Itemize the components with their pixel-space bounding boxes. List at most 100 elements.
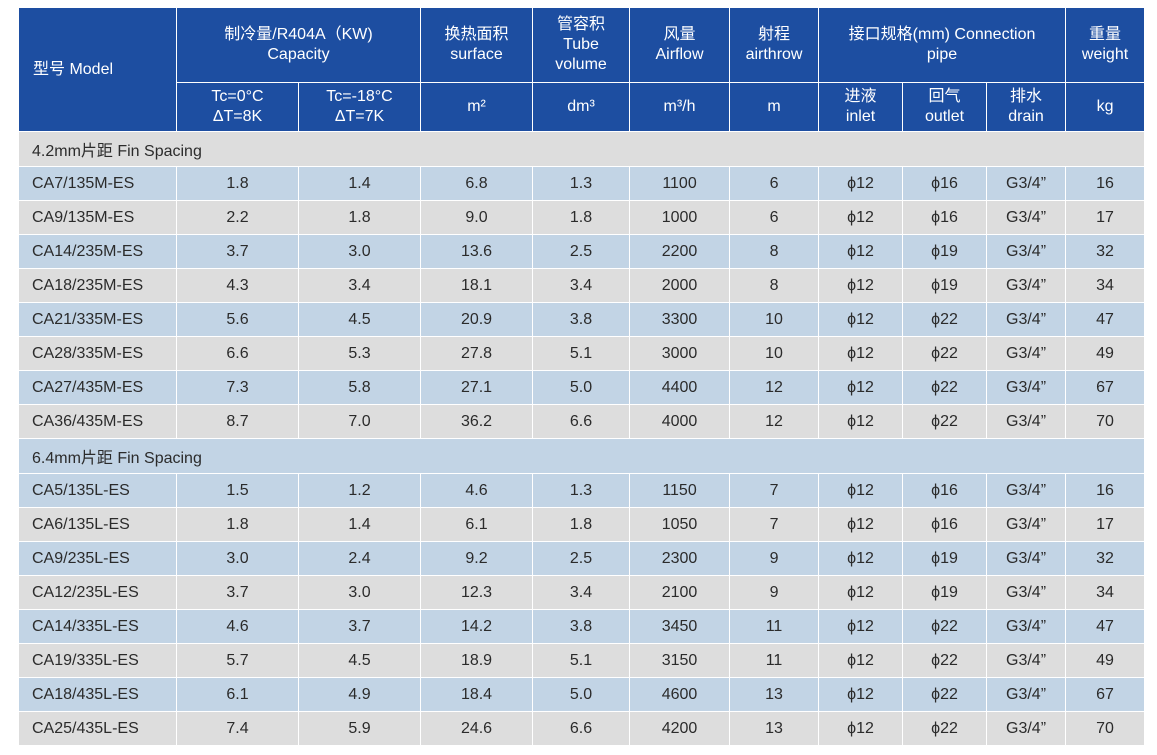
cell-surface: 12.3: [420, 575, 534, 610]
cell-airflow: 1100: [629, 166, 731, 201]
cell-tube-volume: 3.8: [532, 609, 631, 644]
cell-weight: 70: [1065, 404, 1146, 439]
cell-surface: 9.0: [420, 200, 534, 235]
cell-airflow: 4600: [629, 677, 731, 712]
header-inlet-line2: inlet: [845, 108, 876, 125]
header-airflow: 风量 Airflow: [629, 7, 731, 83]
cell-outlet: ϕ22: [902, 677, 988, 712]
cell-tube-volume: 1.8: [532, 200, 631, 235]
cell-airflow: 3000: [629, 336, 731, 371]
cell-airthrow: 13: [729, 677, 820, 712]
cell-inlet: ϕ12: [818, 200, 904, 235]
cell-airthrow: 6: [729, 166, 820, 201]
table-header: 型号 Model 制冷量/R404A（KW) Capacity 换热面积 sur…: [18, 7, 1146, 132]
cell-model: CA36/435M-ES: [18, 404, 177, 439]
cell-tube-volume: 3.4: [532, 575, 631, 610]
cell-capacity-tc0: 3.7: [176, 575, 299, 610]
cell-weight: 16: [1065, 166, 1146, 201]
cell-airflow: 3300: [629, 302, 731, 337]
cell-inlet: ϕ12: [818, 677, 904, 712]
cell-capacity-tc0: 5.6: [176, 302, 299, 337]
cell-surface: 27.1: [420, 370, 534, 405]
cell-airthrow: 8: [729, 234, 820, 269]
cell-airthrow: 10: [729, 336, 820, 371]
cell-model: CA27/435M-ES: [18, 370, 177, 405]
cell-airthrow: 11: [729, 643, 820, 678]
header-connection-line1: 接口规格(mm) Connection: [848, 26, 1036, 43]
cell-drain: G3/4”: [986, 609, 1067, 644]
cell-surface: 14.2: [420, 609, 534, 644]
cell-capacity-tc0: 4.3: [176, 268, 299, 303]
header-tube-volume-line3: volume: [555, 56, 607, 73]
cell-inlet: ϕ12: [818, 166, 904, 201]
cell-capacity-tc18: 1.4: [297, 166, 422, 201]
cell-drain: G3/4”: [986, 507, 1067, 542]
cell-capacity-tc0: 4.6: [176, 609, 299, 644]
table-row: CA18/435L-ES 6.1 4.9 18.4 5.0 4600 13 ϕ12 ϕ22 G3/…: [18, 677, 1146, 712]
cell-model: CA21/335M-ES: [18, 302, 177, 337]
cell-inlet: ϕ12: [818, 541, 904, 576]
cell-outlet: ϕ22: [902, 370, 988, 405]
cell-airthrow: 10: [729, 302, 820, 337]
cell-drain: G3/4”: [986, 166, 1067, 201]
table-row: CA9/135M-ES 2.2 1.8 9.0 1.8 1000 6 ϕ12 ϕ16 G3/4” 1…: [18, 200, 1146, 235]
cell-capacity-tc0: 5.7: [176, 643, 299, 678]
header-outlet-line2: outlet: [924, 108, 965, 125]
cell-surface: 36.2: [420, 404, 534, 439]
cell-surface: 18.4: [420, 677, 534, 712]
cell-weight: 17: [1065, 507, 1146, 542]
table-row: CA19/335L-ES 5.7 4.5 18.9 5.1 3150 11 ϕ12 ϕ22 G3/…: [18, 643, 1146, 678]
cell-inlet: ϕ12: [818, 711, 904, 746]
cell-weight: 47: [1065, 609, 1146, 644]
cell-airthrow: 7: [729, 507, 820, 542]
cell-weight: 32: [1065, 541, 1146, 576]
cell-capacity-tc0: 8.7: [176, 404, 299, 439]
cell-capacity-tc0: 2.2: [176, 200, 299, 235]
cell-surface: 9.2: [420, 541, 534, 576]
header-weight-line1: 重量: [1089, 26, 1122, 43]
cell-drain: G3/4”: [986, 268, 1067, 303]
header-drain-line1: 排水: [1010, 88, 1043, 105]
header-airthrow-line1: 射程: [758, 26, 791, 43]
cell-outlet: ϕ22: [902, 609, 988, 644]
cell-capacity-tc0: 3.7: [176, 234, 299, 269]
header-capacity-tc18-line1: Tc=-18°C: [326, 88, 393, 105]
cell-capacity-tc18: 5.9: [297, 711, 422, 746]
header-surface-line1: 换热面积: [444, 26, 509, 43]
cell-drain: G3/4”: [986, 541, 1067, 576]
cell-surface: 27.8: [420, 336, 534, 371]
cell-outlet: ϕ22: [902, 302, 988, 337]
header-tube-volume-line2: Tube: [563, 36, 599, 53]
header-capacity-tc0-line2: ΔT=8K: [212, 108, 263, 125]
cell-weight: 32: [1065, 234, 1146, 269]
cell-capacity-tc0: 6.1: [176, 677, 299, 712]
cell-model: CA7/135M-ES: [18, 166, 177, 201]
cell-surface: 20.9: [420, 302, 534, 337]
table-row: CA6/135L-ES 1.8 1.4 6.1 1.8 1050 7 ϕ12 ϕ16 G3/4” 1…: [18, 507, 1146, 542]
cell-model: CA5/135L-ES: [18, 473, 177, 508]
header-outlet: 回气 outlet: [902, 82, 988, 132]
table-row: CA7/135M-ES 1.8 1.4 6.8 1.3 1100 6 ϕ12 ϕ16 G3/4” 1…: [18, 166, 1146, 201]
header-airflow-line1: 风量: [663, 26, 696, 43]
cell-inlet: ϕ12: [818, 268, 904, 303]
cell-inlet: ϕ12: [818, 609, 904, 644]
cell-outlet: ϕ19: [902, 234, 988, 269]
header-drain-line2: drain: [1008, 108, 1044, 125]
header-model: 型号 Model: [18, 7, 177, 132]
cell-weight: 34: [1065, 575, 1146, 610]
cell-inlet: ϕ12: [818, 507, 904, 542]
cell-weight: 16: [1065, 473, 1146, 508]
cell-airthrow: 9: [729, 575, 820, 610]
cell-inlet: ϕ12: [818, 575, 904, 610]
cell-surface: 18.9: [420, 643, 534, 678]
header-capacity-tc0: Tc=0°C ΔT=8K: [176, 82, 299, 132]
header-capacity-tc18: Tc=-18°C ΔT=7K: [297, 82, 422, 132]
cell-airflow: 2000: [629, 268, 731, 303]
cell-airflow: 4000: [629, 404, 731, 439]
cell-airthrow: 7: [729, 473, 820, 508]
cell-weight: 67: [1065, 370, 1146, 405]
cell-capacity-tc18: 7.0: [297, 404, 422, 439]
cell-surface: 6.8: [420, 166, 534, 201]
cell-capacity-tc18: 3.7: [297, 609, 422, 644]
